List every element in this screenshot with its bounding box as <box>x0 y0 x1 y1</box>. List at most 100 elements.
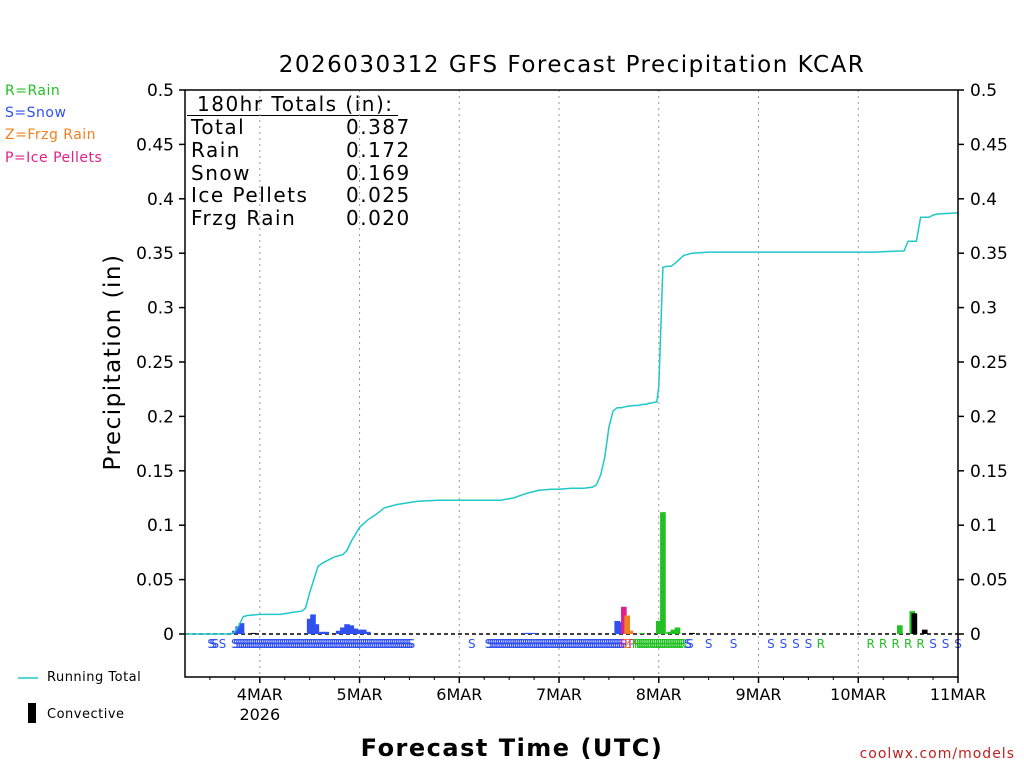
ptype-letter: S <box>302 637 310 651</box>
precip-bar <box>896 625 903 634</box>
ptype-letter: S <box>618 637 626 651</box>
ptype-letter: S <box>543 637 551 651</box>
ptype-letter: S <box>497 637 505 651</box>
ptype-letter: S <box>391 637 399 651</box>
ptype-letter: S <box>586 637 594 651</box>
x-tick-label: 4MAR <box>237 685 283 704</box>
ptype-letter: S <box>268 637 276 651</box>
ptype-letter: S <box>468 637 476 651</box>
ptype-letter: R <box>640 637 648 651</box>
ptype-letter: S <box>381 637 389 651</box>
precip-bar <box>306 618 313 634</box>
totals-value: 0.169 <box>346 160 411 185</box>
ptype-letter: S <box>352 637 360 651</box>
precip-bar <box>911 613 918 634</box>
ptype-letter: S <box>601 637 609 651</box>
ptype-letter: S <box>298 637 306 651</box>
ptype-letter: S <box>283 637 291 651</box>
ptype-letter: R <box>677 637 685 651</box>
ptype-letter: S <box>260 637 268 651</box>
ptype-letter: S <box>331 637 339 651</box>
ptype-letter: S <box>520 637 528 651</box>
totals-value: 0.172 <box>346 137 411 162</box>
totals-value: 0.020 <box>346 206 411 231</box>
ptype-letter: S <box>244 637 252 651</box>
ptype-letter: S <box>254 637 262 651</box>
ptype-letter: R <box>680 637 688 651</box>
ptype-letter: S <box>337 637 345 651</box>
ptype-letter: S <box>308 637 316 651</box>
ptype-letter: S <box>929 637 937 651</box>
ptype-letter: S <box>306 637 314 651</box>
ptype-letter: S <box>599 637 607 651</box>
precip-bar <box>365 631 371 634</box>
ptype-letter: S <box>518 637 526 651</box>
precip-bar <box>340 627 346 634</box>
ptype-letter: S <box>603 637 611 651</box>
ptype-letter: S <box>209 637 217 651</box>
ptype-letter: S <box>383 637 391 651</box>
legend-rain: R=Rain <box>5 83 61 99</box>
ptype-letter: S <box>368 637 376 651</box>
y-tick-label: 0.2 <box>147 407 174 427</box>
ptype-letter: S <box>289 637 297 651</box>
ptype-letter: S <box>325 637 333 651</box>
ptype-letter: S <box>595 637 603 651</box>
ptype-letter: R <box>673 637 681 651</box>
legend-snow: S=Snow <box>5 105 67 121</box>
ptype-letter: R <box>646 637 654 651</box>
y-tick-label: 0 <box>163 625 174 645</box>
y-tick-label: 0.25 <box>970 353 1008 373</box>
ptype-letter: S <box>241 637 249 651</box>
ptype-letter: S <box>362 637 370 651</box>
ptype-letter: S <box>549 637 557 651</box>
ptype-letter: S <box>343 637 351 651</box>
ptype-letter: S <box>345 637 353 651</box>
ptype-letter: S <box>505 637 513 651</box>
ptype-letter: R <box>648 637 656 651</box>
ptype-letter: S <box>609 637 617 651</box>
ptype-letter: R <box>632 637 640 651</box>
ptype-letter: S <box>212 637 220 651</box>
ptype-letter: R <box>638 637 646 651</box>
ptype-letter: S <box>570 637 578 651</box>
ptype-letter: S <box>792 637 800 651</box>
ptype-letter: S <box>293 637 301 651</box>
ptype-letter: S <box>613 637 621 651</box>
ptype-letter: S <box>591 637 599 651</box>
ptype-letter: S <box>320 637 328 651</box>
ptype-letter: S <box>377 637 385 651</box>
precip-bar <box>238 623 245 634</box>
chart-title: 2026030312 GFS Forecast Precipitation KC… <box>278 52 866 78</box>
y-tick-label: 0.45 <box>970 135 1008 155</box>
y-tick-label: 0.3 <box>970 299 997 319</box>
ptype-letter: S <box>507 637 515 651</box>
ptype-letter: S <box>258 637 266 651</box>
ptype-letter: S <box>493 637 501 651</box>
precip-bar <box>522 632 529 634</box>
ptype-letter: S <box>499 637 507 651</box>
ptype-letter: S <box>553 637 561 651</box>
ptype-letter: R <box>879 637 887 651</box>
ptype-letter: S <box>530 637 538 651</box>
ptype-letter: S <box>262 637 270 651</box>
ptype-letter: S <box>233 637 241 651</box>
precip-bar <box>531 632 537 634</box>
ptype-letter: S <box>705 637 713 651</box>
ptype-letter: S <box>291 637 299 651</box>
precip-bar <box>617 622 624 634</box>
ptype-letter: R <box>817 637 825 651</box>
ptype-letter: R <box>667 637 675 651</box>
y-tick-label: 0.05 <box>970 571 1008 591</box>
ptype-letter: S <box>501 637 509 651</box>
y-tick-label: 0.2 <box>970 407 997 427</box>
ptype-letter: S <box>539 637 547 651</box>
ptype-letter: S <box>281 637 289 651</box>
totals-row-total: Total 0.387 <box>191 116 411 139</box>
ptype-letter: S <box>408 637 416 651</box>
ptype-letter: S <box>273 637 281 651</box>
ptype-letter: S <box>370 637 378 651</box>
ptype-letter: S <box>266 637 274 651</box>
ptype-letter: S <box>557 637 565 651</box>
